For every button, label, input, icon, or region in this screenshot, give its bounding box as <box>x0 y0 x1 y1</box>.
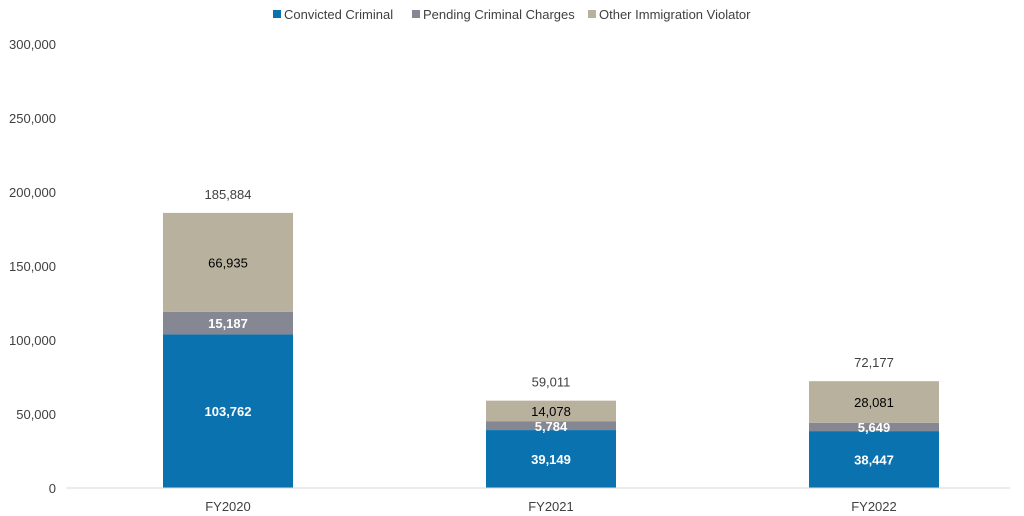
y-tick-label: 0 <box>49 481 56 496</box>
legend-label-2: Other Immigration Violator <box>599 7 751 22</box>
x-tick-label: FY2020 <box>205 499 251 514</box>
legend-label-1: Pending Criminal Charges <box>423 7 575 22</box>
legend-swatch-2 <box>588 10 596 18</box>
data-label: 5,649 <box>858 420 891 435</box>
bar-segment <box>163 311 293 335</box>
chart-legend: Convicted Criminal Pending Criminal Charg… <box>273 7 751 22</box>
x-tick-label: FY2022 <box>851 499 897 514</box>
bars: 103,762 15,187 66,935 185,884 39,149 5,78414,… <box>163 187 939 488</box>
y-tick-label: 100,000 <box>9 333 56 348</box>
legend-swatch-0 <box>273 10 281 18</box>
bar-segment <box>809 431 939 488</box>
data-label: 14,078 <box>531 404 571 419</box>
data-label: 66,935 <box>208 255 248 270</box>
total-label: 72,177 <box>854 355 894 370</box>
y-axis: 0 50,000 100,000 150,000 200,000 250,000 300,0… <box>9 37 56 496</box>
legend-swatch-1 <box>412 10 420 18</box>
y-tick-label: 300,000 <box>9 37 56 52</box>
data-label: 15,187 <box>208 316 248 331</box>
data-label: 38,447 <box>854 453 894 468</box>
data-label: 39,149 <box>531 452 571 467</box>
total-label: 185,884 <box>205 187 252 202</box>
bar-segment <box>809 422 939 432</box>
y-tick-label: 150,000 <box>9 259 56 274</box>
bar-segment <box>486 400 616 422</box>
bar-segment <box>486 430 616 488</box>
data-label: 103,762 <box>205 404 252 419</box>
x-tick-label: FY2021 <box>528 499 574 514</box>
bar-segment <box>163 212 293 312</box>
y-tick-label: 200,000 <box>9 185 56 200</box>
bar-segment <box>486 421 616 431</box>
y-tick-label: 50,000 <box>16 407 56 422</box>
y-tick-label: 250,000 <box>9 111 56 126</box>
data-label: 5,784 <box>535 419 568 434</box>
data-label: 28,081 <box>854 395 894 410</box>
bar-segment <box>163 334 293 488</box>
bar-group-FY2020: 103,762 15,187 66,935 185,884 <box>163 187 293 488</box>
legend-label-0: Convicted Criminal <box>284 7 393 22</box>
bar-group-FY2022: 38,447 5,649 28,081 72,177 <box>809 355 939 488</box>
bar-segment <box>809 381 939 423</box>
x-axis: FY2020 FY2021 FY2022 <box>66 487 1010 514</box>
total-label: 59,011 <box>532 375 571 390</box>
